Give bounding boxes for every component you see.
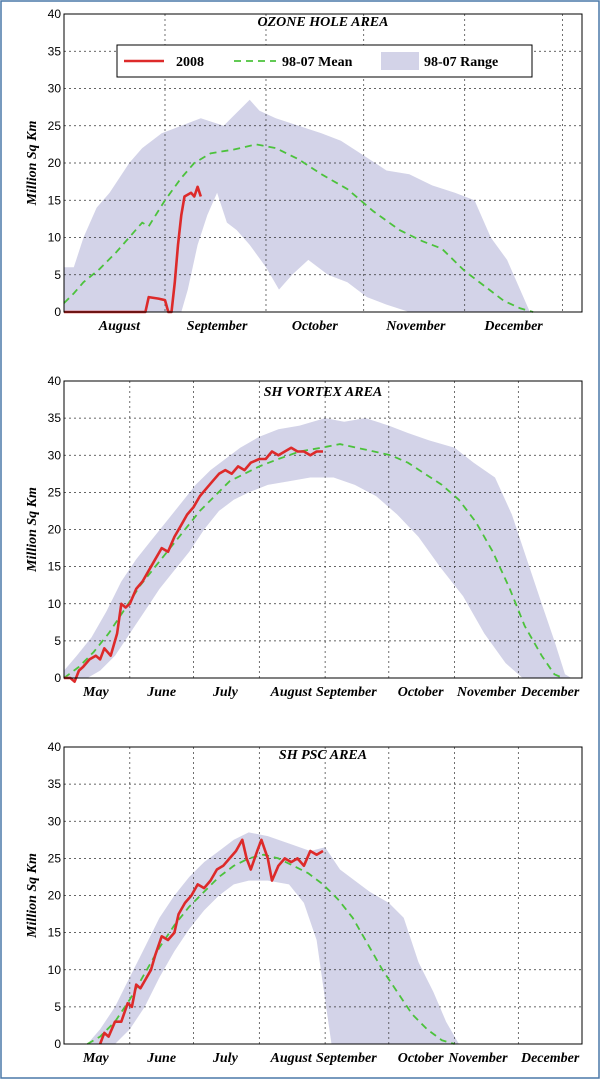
x-month-label: December bbox=[520, 685, 580, 700]
legend-swatch-range bbox=[381, 52, 419, 70]
range-band bbox=[64, 418, 582, 678]
y-tick-label: 25 bbox=[48, 485, 62, 499]
x-month-label: December bbox=[483, 319, 543, 334]
x-month-label: August bbox=[270, 685, 313, 700]
y-tick-label: 10 bbox=[48, 231, 62, 245]
y-tick-label: 15 bbox=[48, 193, 62, 207]
chart-title: OZONE HOLE AREA bbox=[258, 15, 389, 30]
x-month-label: May bbox=[82, 685, 109, 700]
y-tick-label: 5 bbox=[54, 268, 61, 282]
y-tick-label: 35 bbox=[48, 777, 62, 791]
y-tick-label: 20 bbox=[48, 523, 62, 537]
range-band bbox=[64, 99, 530, 312]
plot-border bbox=[63, 13, 583, 313]
y-tick-label: 0 bbox=[54, 1037, 61, 1051]
y-tick-label: 30 bbox=[48, 814, 62, 828]
y-tick-label: 35 bbox=[48, 44, 62, 58]
legend-label: 98-07 Range bbox=[424, 55, 498, 70]
y-tick-label: 35 bbox=[48, 411, 62, 425]
y-axis-title: Million Sq Km bbox=[25, 853, 40, 939]
legend-box bbox=[116, 44, 533, 78]
plot-border bbox=[63, 746, 583, 1045]
chart-panel-3: 0 5 10 15 20 25 30 35 40 May June July August Septemb… bbox=[25, 740, 583, 1066]
chart-title: SH VORTEX AREA bbox=[264, 385, 383, 400]
plot-border bbox=[63, 380, 583, 679]
y-tick-label: 20 bbox=[48, 156, 62, 170]
legend-label: 2008 bbox=[176, 55, 204, 70]
x-month-label: November bbox=[447, 1051, 508, 1066]
x-month-label: October bbox=[398, 1051, 444, 1066]
y-tick-label: 10 bbox=[48, 597, 62, 611]
y-tick-label: 5 bbox=[54, 1000, 61, 1014]
x-month-label: June bbox=[146, 685, 176, 700]
y-tick-label: 25 bbox=[48, 119, 62, 133]
current-year-line bbox=[64, 185, 203, 314]
y-tick-label: 30 bbox=[48, 448, 62, 462]
chart-panel-2: 0 5 10 15 20 25 30 35 40 May June July August Septemb… bbox=[25, 374, 583, 700]
legend: 2008 98-07 Mean 98-07 Range bbox=[116, 44, 533, 78]
y-tick-label: 40 bbox=[48, 374, 62, 388]
y-tick-label: 15 bbox=[48, 926, 62, 940]
y-tick-label: 0 bbox=[54, 305, 61, 319]
y-axis-title: Million Sq Km bbox=[25, 487, 40, 573]
y-tick-label: 20 bbox=[48, 889, 62, 903]
x-month-label: September bbox=[316, 1051, 377, 1066]
x-month-label: October bbox=[292, 319, 338, 334]
y-tick-label: 40 bbox=[48, 740, 62, 754]
y-tick-label: 15 bbox=[48, 560, 62, 574]
x-month-label: August bbox=[270, 1051, 313, 1066]
x-month-label: July bbox=[212, 1051, 239, 1066]
x-month-label: November bbox=[385, 319, 446, 334]
current-year-line bbox=[64, 446, 323, 684]
chart-panel-1: 0 5 10 15 20 25 30 35 40 August September October No… bbox=[25, 7, 583, 334]
x-month-label: September bbox=[187, 319, 248, 334]
y-tick-label: 25 bbox=[48, 851, 62, 865]
y-axis-title: Million Sq Km bbox=[25, 120, 40, 206]
x-month-label: September bbox=[316, 685, 377, 700]
y-tick-label: 40 bbox=[48, 7, 62, 21]
x-month-label: May bbox=[82, 1051, 109, 1066]
mean-line bbox=[86, 853, 455, 1045]
legend-label: 98-07 Mean bbox=[282, 55, 353, 70]
x-month-label: October bbox=[398, 685, 444, 700]
x-month-label: November bbox=[456, 685, 517, 700]
y-tick-label: 30 bbox=[48, 82, 62, 96]
y-tick-label: 10 bbox=[48, 963, 62, 977]
x-month-label: August bbox=[98, 319, 141, 334]
y-tick-label: 5 bbox=[54, 634, 61, 648]
chart-title: SH PSC AREA bbox=[279, 748, 367, 763]
x-month-label: July bbox=[212, 685, 239, 700]
current-year-line bbox=[98, 838, 324, 1045]
x-month-label: December bbox=[520, 1051, 580, 1066]
y-tick-label: 0 bbox=[54, 671, 61, 685]
x-month-label: June bbox=[146, 1051, 176, 1066]
range-band bbox=[87, 832, 459, 1044]
